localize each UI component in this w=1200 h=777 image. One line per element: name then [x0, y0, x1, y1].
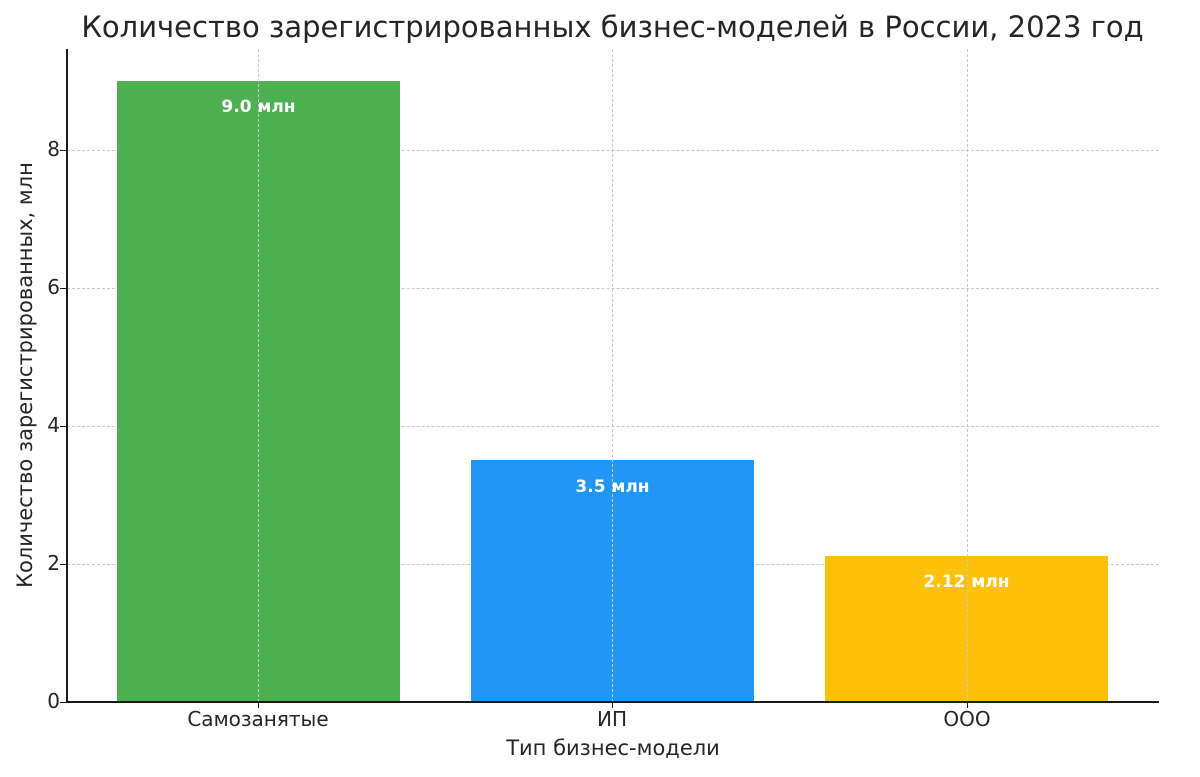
- y-tick-0: [60, 702, 66, 703]
- y-axis-label: Количество зарегистрированных, млн: [13, 162, 37, 588]
- y-tick-label: 6: [47, 275, 60, 299]
- y-tick-label: 2: [47, 551, 60, 575]
- gridline-y-8: [67, 150, 1159, 151]
- bar-ooo[interactable]: 2.12 млн: [825, 556, 1108, 702]
- y-axis-line: [66, 49, 68, 703]
- chart-title: Количество зарегистрированных бизнес-мод…: [81, 10, 1144, 44]
- y-tick-label: 8: [47, 137, 60, 161]
- gridline-x-samozanyatye: [258, 49, 259, 702]
- y-tick-4: [60, 426, 66, 427]
- x-tick-ooo: [967, 703, 968, 708]
- gridline-x-ip: [612, 49, 613, 702]
- x-tick-label: Самозанятые: [187, 707, 329, 731]
- x-tick-label: ИП: [597, 707, 627, 731]
- x-tick-label: ООО: [943, 707, 991, 731]
- y-tick-6: [60, 288, 66, 289]
- y-tick-8: [60, 150, 66, 151]
- y-tick-label: 4: [47, 413, 60, 437]
- y-tick-2: [60, 564, 66, 565]
- x-axis-label: Тип бизнес-модели: [506, 736, 720, 760]
- gridline-x-ooo: [967, 49, 968, 702]
- x-tick-ip: [612, 703, 613, 708]
- x-axis-line: [66, 701, 1159, 703]
- gridline-y-4: [67, 426, 1159, 427]
- bar-value-label: 2.12 млн: [923, 572, 1010, 592]
- y-tick-label: 0: [47, 689, 60, 713]
- gridline-y-6: [67, 288, 1159, 289]
- x-tick-samozanyatye: [258, 703, 259, 708]
- plot-area: 9.0 млн 3.5 млн 2.12 млн: [67, 49, 1159, 702]
